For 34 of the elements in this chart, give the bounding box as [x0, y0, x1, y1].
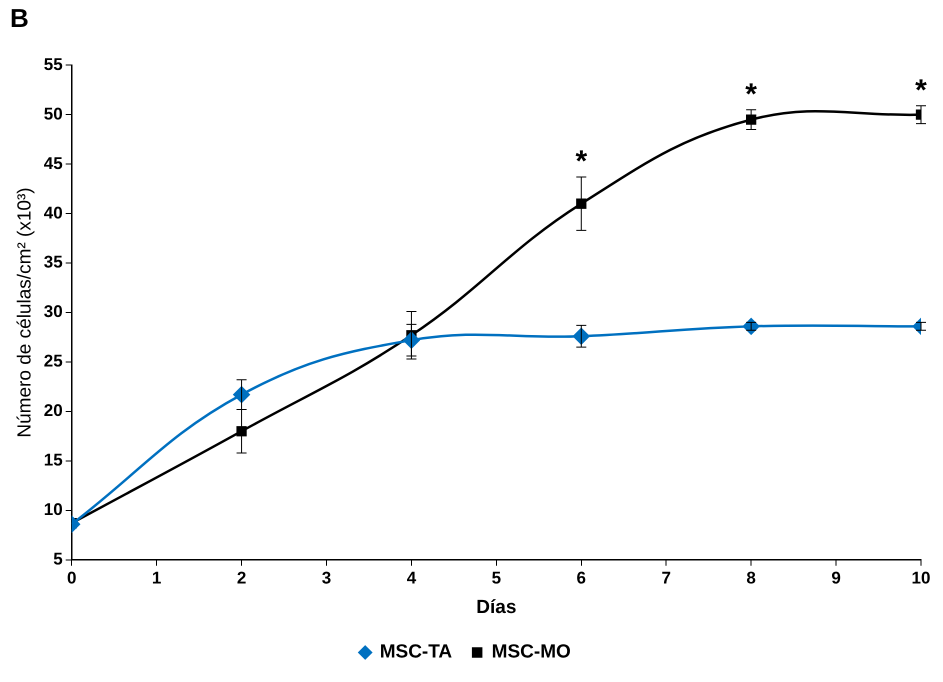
legend-label: MSC-TA — [380, 642, 452, 663]
x-tick-label: 4 — [406, 568, 417, 588]
x-tick-label: 3 — [322, 568, 332, 588]
legend-label: MSC-MO — [492, 642, 571, 663]
y-tick-label: 15 — [44, 450, 63, 470]
y-axis-title: Número de células/cm² (x10³) — [14, 187, 36, 438]
x-tick-label: 5 — [492, 568, 502, 588]
x-tick-label: 2 — [236, 568, 246, 588]
annotation: * — [745, 78, 758, 111]
y-tick-label: 45 — [44, 154, 63, 173]
point — [576, 198, 586, 209]
y-tick-label: 10 — [44, 500, 63, 520]
y-tick-label: 25 — [44, 352, 63, 371]
annotation: * — [575, 145, 588, 178]
point — [746, 114, 756, 125]
y-tick-label: 55 — [44, 54, 63, 74]
y-tick-label: 20 — [44, 401, 63, 420]
x-tick-label: 1 — [152, 568, 162, 588]
y-tick-label: 50 — [44, 104, 63, 124]
x-tick-label: 6 — [576, 568, 586, 588]
x-tick-label: 7 — [661, 568, 671, 588]
point — [742, 318, 760, 335]
y-tick-label: 40 — [44, 203, 63, 222]
x-tick-label: 10 — [912, 568, 930, 588]
x-tick-label: 8 — [746, 568, 756, 588]
x-axis-title: Días — [476, 596, 516, 618]
y-tick-label: 5 — [53, 549, 63, 568]
point — [236, 426, 247, 436]
x-tick-label: 9 — [831, 568, 841, 588]
annotation: * — [915, 74, 928, 108]
y-tick-label: 30 — [44, 302, 63, 322]
chart-title: B — [10, 2, 29, 33]
y-tick-label: 35 — [44, 252, 63, 272]
x-tick-label: 0 — [66, 568, 76, 588]
